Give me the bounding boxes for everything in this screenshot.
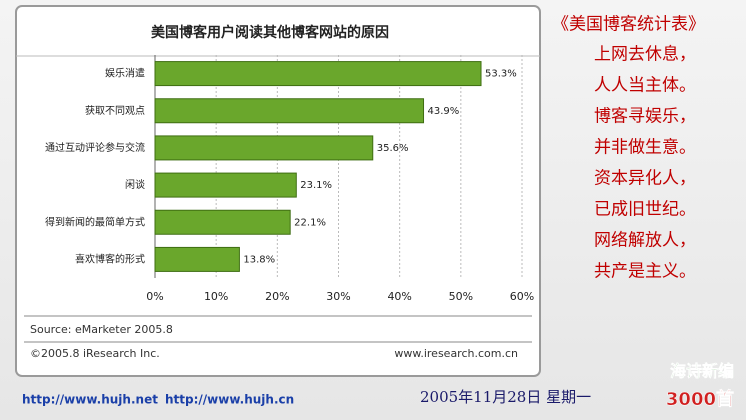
poem-line: 网络解放人， — [594, 231, 696, 251]
x-tick-label: 10% — [204, 290, 228, 303]
value-label: 22.1% — [294, 217, 326, 228]
y-tick-label: 娱乐消遣 — [105, 67, 145, 80]
x-tick-label: 30% — [326, 290, 350, 303]
poem-line: 博客寻娱乐， — [594, 107, 696, 127]
value-label: 13.8% — [243, 254, 275, 265]
x-tick-label: 20% — [265, 290, 289, 303]
y-tick-label: 喜欢博客的形式 — [75, 252, 145, 265]
y-tick-label: 通过互动评论参与交流 — [45, 141, 145, 154]
source: Source: eMarketer 2005.8 — [30, 323, 173, 336]
bar — [154, 135, 374, 161]
x-tick-label: 50% — [449, 290, 473, 303]
value-label: 35.6% — [377, 143, 409, 154]
logo-bottom: 3000首 — [666, 388, 734, 410]
bar — [154, 98, 425, 124]
value-label: 43.9% — [428, 106, 460, 117]
website: www.iresearch.com.cn — [394, 347, 518, 360]
bar — [154, 172, 297, 198]
copyright: ©2005.8 iResearch Inc. — [30, 347, 160, 360]
poem-line: 共产是主义。 — [594, 262, 696, 282]
bar — [154, 61, 482, 87]
y-tick-label: 获取不同观点 — [85, 105, 145, 117]
poem-line: 人人当主体。 — [594, 76, 696, 96]
link[interactable]: http://www.hujh.cn — [165, 393, 294, 407]
poem-line: 已成旧世纪。 — [594, 200, 696, 220]
value-label: 53.3% — [485, 69, 517, 80]
x-tick-label: 60% — [510, 290, 534, 303]
poem-line: 资本异化人， — [594, 169, 696, 189]
y-tick-label: 闲谈 — [125, 178, 145, 191]
poem-line: 上网去休息， — [594, 45, 696, 65]
y-tick-label: 得到新闻的最简单方式 — [45, 215, 145, 228]
date: 2005年11月28日 星期一 — [420, 388, 591, 406]
link[interactable]: http://www.hujh.net — [22, 393, 158, 407]
poem-title: 《美国博客统计表》 — [552, 15, 705, 35]
poem-line: 并非做生意。 — [594, 138, 696, 158]
value-label: 23.1% — [300, 180, 332, 191]
chart-title: 美国博客用户阅读其他博客网站的原因 — [151, 24, 389, 41]
x-tick-label: 40% — [387, 290, 411, 303]
x-tick-label: 0% — [146, 290, 163, 303]
bar — [154, 246, 240, 272]
logo-top: 海诗新编 — [670, 362, 734, 381]
bar — [154, 209, 291, 235]
